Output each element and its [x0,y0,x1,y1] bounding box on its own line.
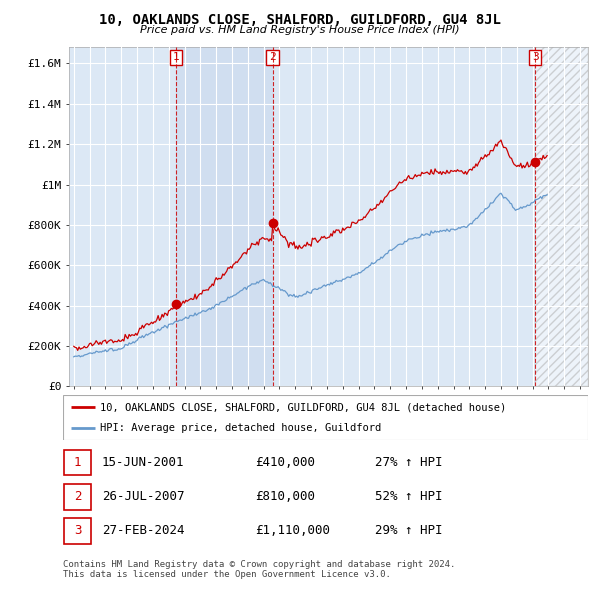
Text: 27% ↑ HPI: 27% ↑ HPI [375,456,443,469]
Text: 10, OAKLANDS CLOSE, SHALFORD, GUILDFORD, GU4 8JL: 10, OAKLANDS CLOSE, SHALFORD, GUILDFORD,… [99,13,501,27]
Text: 29% ↑ HPI: 29% ↑ HPI [375,525,443,537]
Text: 3: 3 [74,525,82,537]
Text: 26-JUL-2007: 26-JUL-2007 [102,490,185,503]
Text: 2: 2 [74,490,82,503]
Text: 52% ↑ HPI: 52% ↑ HPI [375,490,443,503]
Text: £1,110,000: £1,110,000 [255,525,330,537]
Text: £810,000: £810,000 [255,490,315,503]
Text: 15-JUN-2001: 15-JUN-2001 [102,456,185,469]
Text: Contains HM Land Registry data © Crown copyright and database right 2024.
This d: Contains HM Land Registry data © Crown c… [63,560,455,579]
Text: 2: 2 [269,53,276,63]
Text: 3: 3 [532,53,539,63]
Bar [535,47,588,386]
Text: 1: 1 [173,53,179,63]
Text: 27-FEB-2024: 27-FEB-2024 [102,525,185,537]
Text: £410,000: £410,000 [255,456,315,469]
Text: HPI: Average price, detached house, Guildford: HPI: Average price, detached house, Guil… [100,422,381,432]
Text: Price paid vs. HM Land Registry's House Price Index (HPI): Price paid vs. HM Land Registry's House … [140,25,460,35]
Text: 1: 1 [74,456,82,469]
Text: 10, OAKLANDS CLOSE, SHALFORD, GUILDFORD, GU4 8JL (detached house): 10, OAKLANDS CLOSE, SHALFORD, GUILDFORD,… [100,402,506,412]
Bar [176,47,272,386]
